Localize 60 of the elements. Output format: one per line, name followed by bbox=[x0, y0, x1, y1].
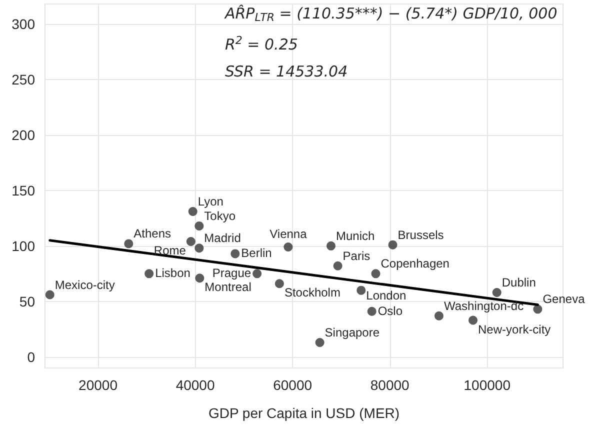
annotation: Brussels bbox=[398, 228, 444, 242]
point bbox=[274, 279, 284, 288]
point bbox=[371, 269, 380, 278]
point bbox=[230, 249, 240, 258]
y-tick-label: 300 bbox=[12, 16, 36, 32]
x-tick-label: 100000 bbox=[464, 377, 511, 393]
y-tick-label: 0 bbox=[27, 348, 36, 365]
annotation: Rome bbox=[154, 243, 186, 258]
annotation: Washington-dc bbox=[444, 298, 524, 313]
point bbox=[284, 242, 293, 252]
annotation: Mexico-city bbox=[54, 278, 115, 292]
annotation: Lisbon bbox=[155, 266, 190, 280]
x-tick-label: 60000 bbox=[273, 377, 312, 393]
x-axis-title: GDP per Capita in USD (MER) bbox=[208, 405, 400, 421]
y-tick-label: 50 bbox=[19, 293, 36, 310]
x-tick-label: 20000 bbox=[78, 377, 118, 393]
point bbox=[434, 311, 444, 320]
x-tick-label: 40000 bbox=[176, 377, 215, 393]
point bbox=[468, 316, 478, 325]
point bbox=[124, 239, 134, 248]
annotation: New-york-city bbox=[478, 322, 551, 336]
annotation: Dublin bbox=[502, 276, 536, 290]
point bbox=[144, 269, 154, 278]
point bbox=[252, 269, 262, 278]
annotation: London bbox=[366, 288, 406, 302]
point bbox=[186, 236, 196, 246]
point bbox=[388, 240, 398, 250]
annotation: Vienna bbox=[270, 227, 308, 242]
annotation: Madrid bbox=[204, 231, 241, 246]
point bbox=[195, 274, 204, 283]
point bbox=[367, 306, 376, 316]
annotation: Prague bbox=[212, 266, 252, 280]
point bbox=[315, 338, 324, 347]
point bbox=[492, 288, 502, 298]
annotation: Copenhagen bbox=[380, 256, 450, 271]
annotation: Berlin bbox=[241, 246, 272, 260]
annotation: Montreal bbox=[204, 280, 252, 294]
annotation: Lyon bbox=[198, 194, 224, 209]
point bbox=[194, 221, 204, 230]
y-tick-label: 250 bbox=[12, 71, 36, 88]
annotation: Athens bbox=[134, 226, 172, 241]
annotation: Tokyo bbox=[204, 208, 236, 223]
y-tick-label: 200 bbox=[12, 126, 36, 143]
point bbox=[356, 286, 366, 295]
annotation: SSR = 14533.04 bbox=[225, 62, 348, 80]
annotation: Stockholm bbox=[284, 286, 340, 300]
x-tick-label: 80000 bbox=[370, 377, 410, 393]
point bbox=[45, 290, 54, 300]
annotation: Oslo bbox=[378, 304, 403, 318]
point bbox=[188, 207, 198, 216]
point bbox=[194, 244, 204, 253]
annotation: Geneva bbox=[542, 292, 586, 306]
annotation: Singapore bbox=[324, 325, 380, 340]
point bbox=[326, 241, 336, 250]
annotation: Munich bbox=[336, 228, 375, 243]
point bbox=[333, 261, 342, 270]
y-tick-label: 100 bbox=[12, 238, 36, 254]
annotation: Paris bbox=[342, 248, 370, 263]
point bbox=[533, 304, 542, 314]
y-tick-label: 150 bbox=[12, 182, 36, 198]
